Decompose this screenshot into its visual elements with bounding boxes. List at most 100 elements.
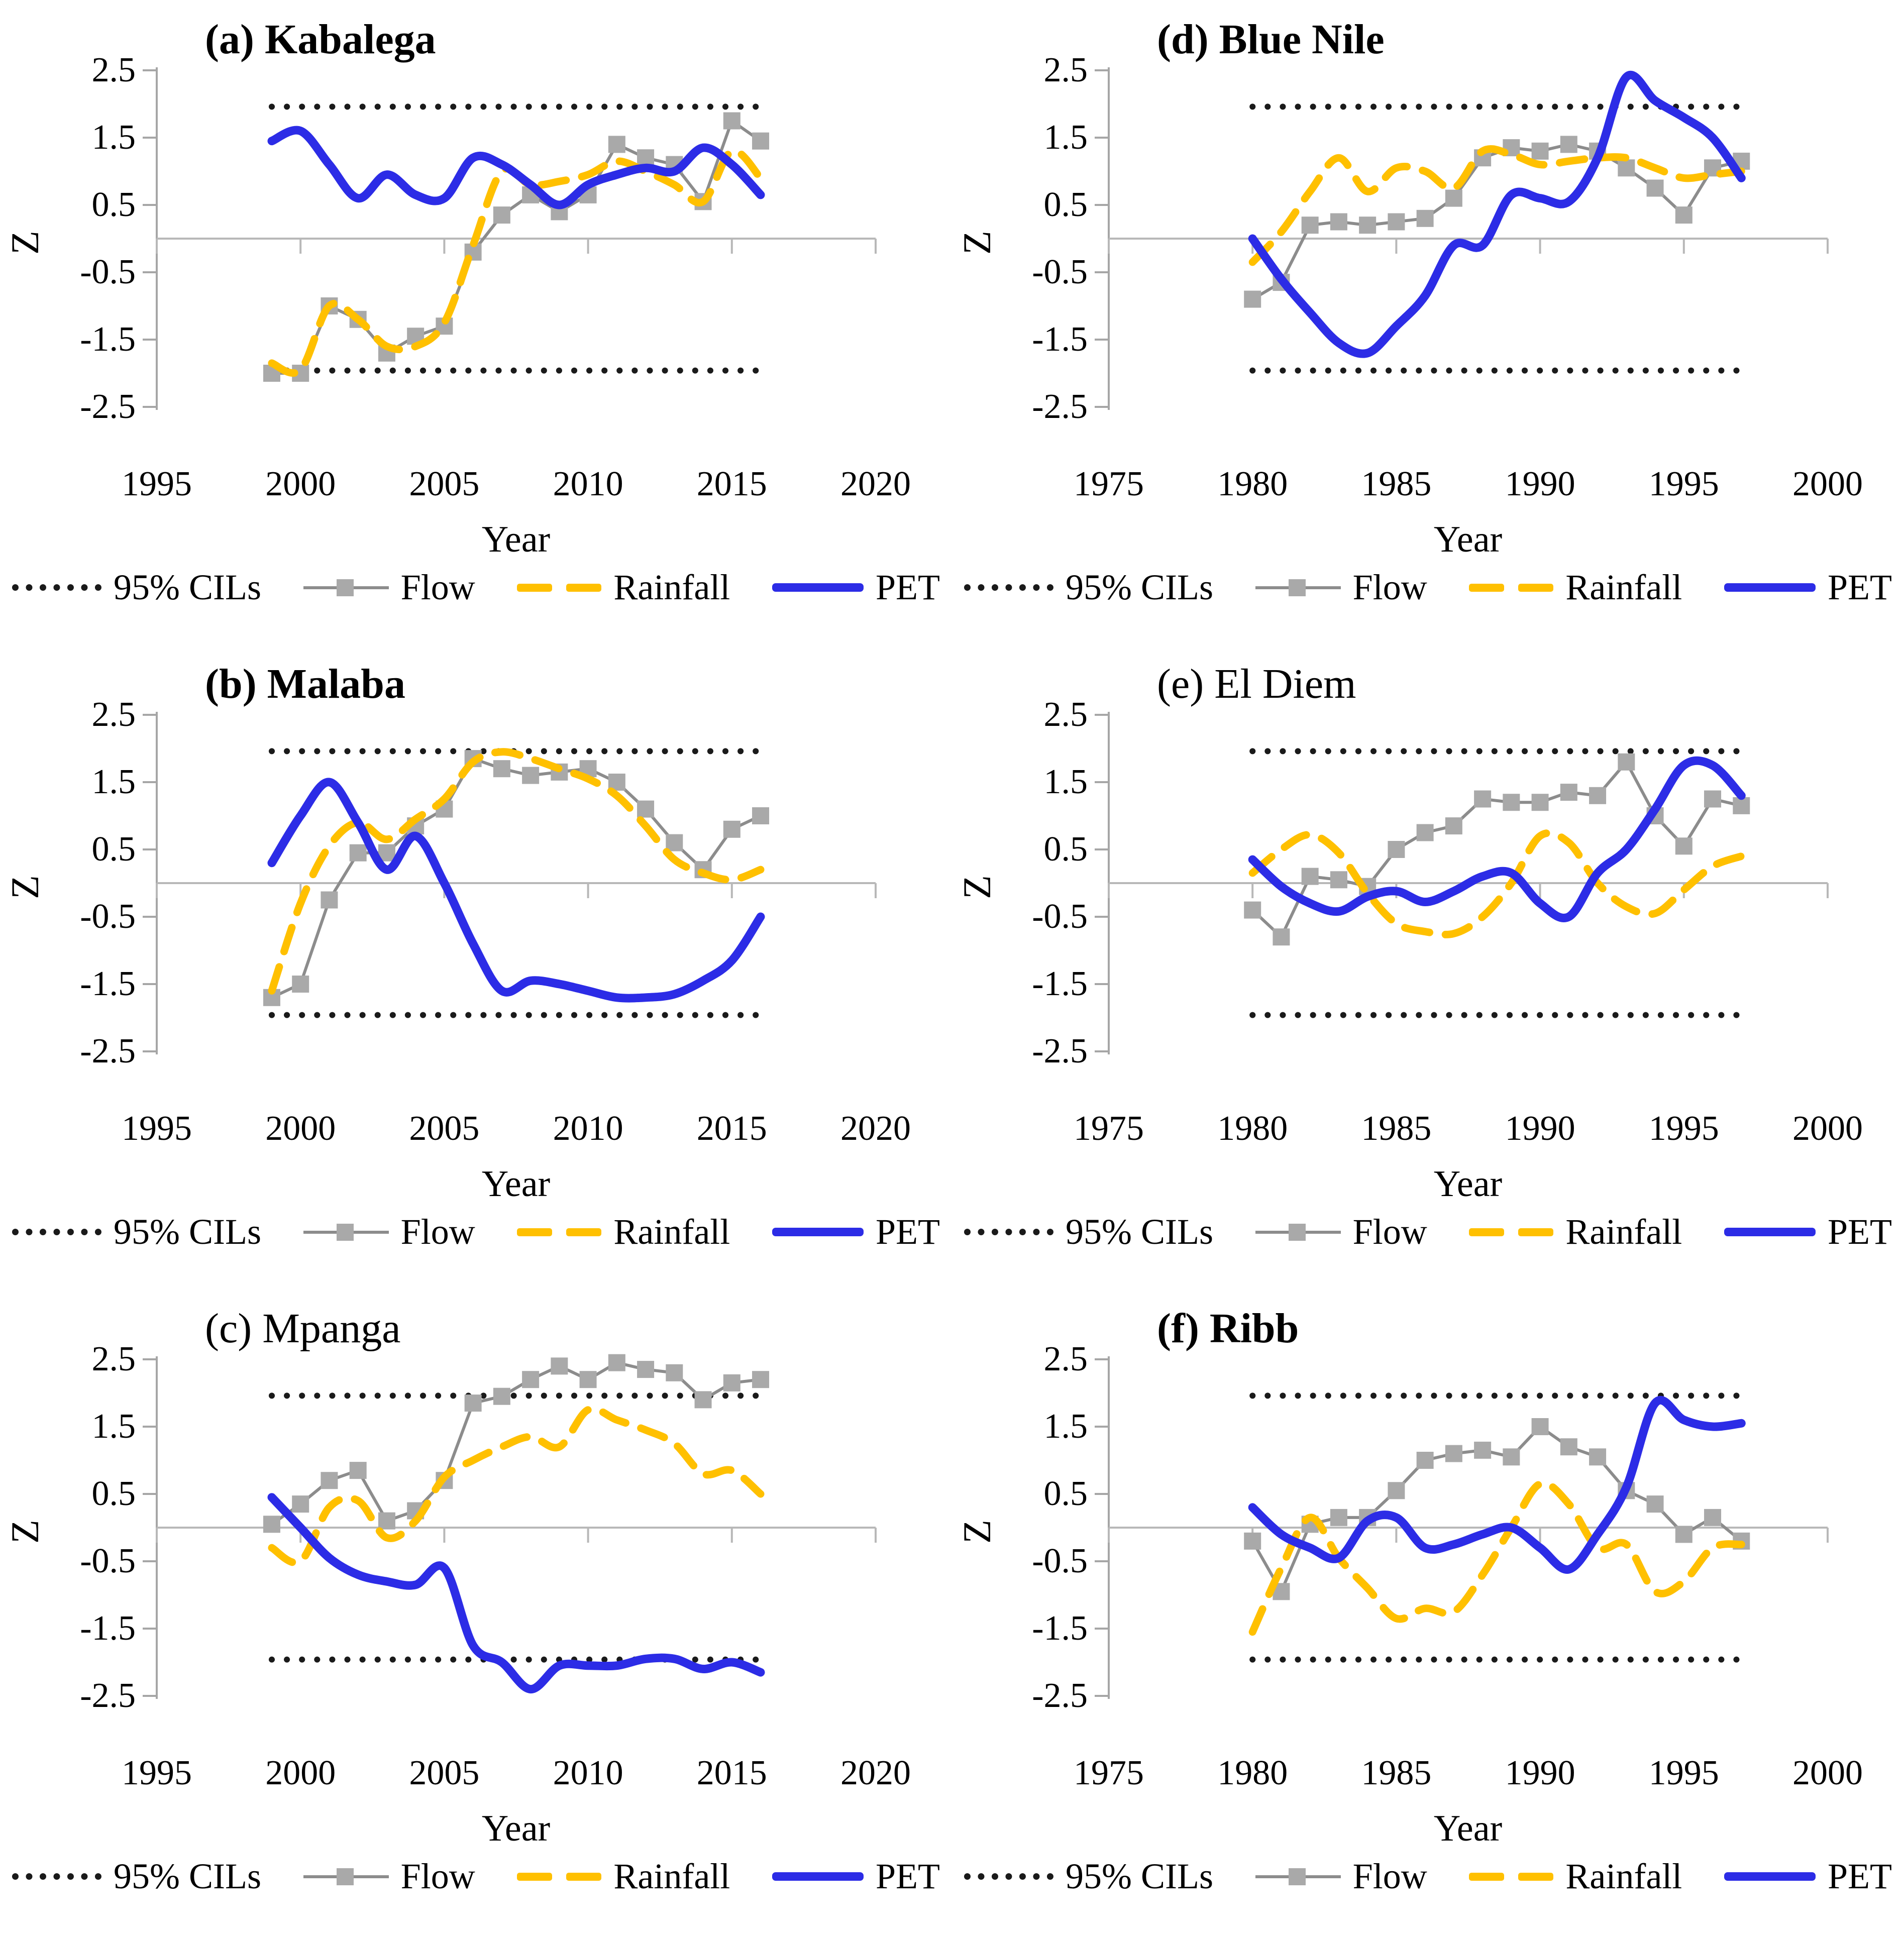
flow-marker [1445, 1445, 1462, 1462]
x-tick-label: 2000 [265, 465, 336, 503]
legend-label-flow: Flow [400, 1212, 475, 1252]
rainfall-series-line [1248, 1479, 1745, 1636]
flow-marker [1330, 1509, 1347, 1526]
legend-item-rainfall: Rainfall [517, 1211, 730, 1253]
x-tick-label: 2015 [696, 1754, 767, 1792]
flow-line-swatch [1255, 1222, 1341, 1242]
x-axis-label: Year [481, 1808, 551, 1849]
flow-marker [1560, 136, 1577, 153]
flow-marker [1646, 1495, 1664, 1513]
flow-marker [1503, 794, 1520, 811]
x-tick-label: 1985 [1361, 1754, 1432, 1792]
flow-marker [1531, 1418, 1549, 1435]
x-tick-label: 2005 [409, 465, 480, 503]
plot-area-d [1095, 67, 1829, 410]
pet-line-swatch [1724, 1228, 1816, 1236]
flow-marker [1474, 790, 1492, 808]
flow-marker [1675, 206, 1693, 224]
x-tick-label: 1995 [1648, 1754, 1719, 1792]
flow-swatch-marker [1288, 579, 1306, 596]
y-tick-label: -2.5 [1032, 1032, 1088, 1070]
flow-marker [1618, 159, 1635, 177]
flow-marker [349, 844, 367, 862]
y-tick-label: 2.5 [1043, 51, 1088, 89]
flow-line-swatch [303, 578, 389, 598]
legend-label-cils: 95% CILs [114, 1856, 261, 1896]
flow-marker [1646, 179, 1664, 197]
flow-marker [637, 149, 655, 167]
pet-line-swatch [772, 583, 864, 592]
y-tick-label: -0.5 [80, 897, 136, 936]
pet-series-line [267, 778, 765, 1003]
flow-marker [608, 136, 625, 153]
legend-label-cils: 95% CILs [1066, 1212, 1213, 1252]
panel-e: (e) El Diem Z 2.5 1.5 0.5 -0.5 -1.5 -2.5 1975 198… [952, 645, 1904, 1289]
x-tick-label: 2000 [1792, 1754, 1863, 1792]
flow-marker [321, 891, 338, 909]
x-tick-label: 1975 [1074, 1754, 1144, 1792]
rainfall-series-line [1248, 829, 1745, 938]
rainfall-swatch-dash [566, 583, 602, 592]
plot-area-a [143, 67, 877, 410]
y-tick-label: -1.5 [80, 964, 136, 1003]
y-tick-label: -1.5 [1032, 1609, 1088, 1648]
legend-label-rainfall: Rainfall [613, 1856, 730, 1896]
legend-item-cils: 95% CILs [12, 1211, 261, 1253]
y-tick-label: 0.5 [91, 185, 136, 224]
rainfall-swatch-dash [517, 1228, 553, 1236]
plot-area-c [143, 1354, 877, 1699]
flow-series-line [1251, 1425, 1743, 1595]
y-tick-label: -0.5 [80, 1542, 136, 1580]
x-tick-label: 2010 [553, 1109, 623, 1148]
x-tick-label: 1980 [1217, 465, 1288, 503]
legend-label-cils: 95% CILs [114, 567, 261, 607]
x-axis-label: Year [481, 1163, 551, 1205]
legend-item-rainfall: Rainfall [1469, 1856, 1682, 1897]
pet-series-line [1248, 70, 1746, 358]
flow-marker [378, 1512, 395, 1530]
legend-item-cils: 95% CILs [12, 567, 261, 608]
flow-marker [1531, 142, 1549, 160]
flow-marker [321, 1472, 338, 1489]
chart-legend: 95% CILs Flow Rainfall PET [12, 1856, 940, 1897]
flow-marker [1388, 1482, 1405, 1499]
x-tick-label: 2000 [265, 1109, 336, 1148]
chart-title: (b) Malaba [205, 661, 405, 707]
legend-label-pet: PET [1827, 567, 1892, 607]
rainfall-swatch-dash [1469, 1872, 1505, 1881]
y-tick-label: -2.5 [80, 1032, 136, 1070]
legend-label-flow: Flow [1352, 567, 1427, 607]
legend-label-rainfall: Rainfall [613, 1212, 730, 1252]
legend-label-rainfall: Rainfall [1565, 1856, 1682, 1896]
flow-marker [1445, 817, 1462, 835]
legend-item-rainfall: Rainfall [1469, 1211, 1682, 1253]
flow-marker [1301, 217, 1319, 234]
panel-a: (a) Kabalega Z 2.5 1.5 0.5 -0.5 -1.5 -2.5 1995 20… [0, 0, 952, 645]
x-tick-label: 1995 [1648, 465, 1719, 503]
chart-legend: 95% CILs Flow Rainfall PET [964, 1856, 1892, 1897]
legend-item-cils: 95% CILs [964, 1856, 1213, 1897]
flow-marker [1733, 797, 1750, 814]
flow-marker [493, 1387, 510, 1405]
legend-item-flow: Flow [1255, 1211, 1427, 1253]
flow-line-swatch [1255, 578, 1341, 598]
flow-marker [1474, 1441, 1492, 1459]
flow-marker [1244, 290, 1261, 308]
y-tick-label: -1.5 [1032, 964, 1088, 1003]
flow-marker [723, 112, 741, 130]
pet-series-line [267, 1493, 765, 1694]
x-tick-label: 2005 [409, 1754, 480, 1792]
x-tick-label: 1990 [1505, 465, 1575, 503]
rainfall-swatch-dash [1518, 583, 1554, 592]
flow-line-swatch [1255, 1867, 1341, 1887]
chart-title: (d) Blue Nile [1157, 16, 1385, 63]
flow-marker [1244, 1532, 1261, 1550]
x-tick-label: 2015 [696, 465, 767, 503]
flow-marker [752, 1371, 770, 1388]
rainfall-line-swatch [517, 583, 602, 592]
legend-item-flow: Flow [1255, 567, 1427, 608]
chart-title: (c) Mpanga [205, 1305, 401, 1352]
flow-marker [608, 1354, 625, 1371]
y-tick-label: 2.5 [91, 695, 136, 734]
